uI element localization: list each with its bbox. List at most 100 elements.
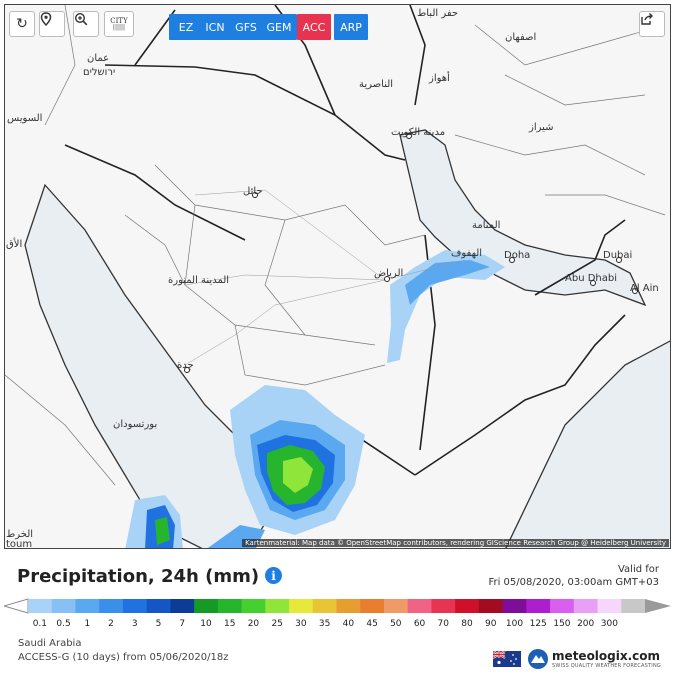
city-label: CITY <box>110 17 128 25</box>
scale-tick-label: 300 <box>600 619 618 629</box>
scale-tick-label: 125 <box>529 619 547 629</box>
place-label: الأق <box>6 239 23 250</box>
scale-swatch <box>621 599 646 613</box>
place-label: بورتسودان <box>113 419 158 430</box>
place-label: Abu Dhabi <box>565 273 617 284</box>
scale-right-arrow <box>645 599 671 613</box>
place-label: ירושלים <box>83 67 116 78</box>
place-label: السويس <box>7 113 43 124</box>
place-label: اصفهان <box>505 32 537 43</box>
meteologix-logo-icon <box>528 649 549 669</box>
run-info: Saudi Arabia ACCESS-G (10 days) from 05/… <box>18 637 228 665</box>
scale-swatch <box>99 599 124 613</box>
share-icon <box>641 13 653 25</box>
scale-swatch <box>431 599 456 613</box>
place-label: المدينة المنورة <box>168 275 230 286</box>
place-label: الناصرية <box>359 79 394 90</box>
map-attribution: Kartenmaterial: Map data © OpenStreetMap… <box>242 539 669 547</box>
scale-tick-label: 0.5 <box>56 619 71 629</box>
place-label: حفر الباط <box>417 8 459 19</box>
scale-tick-label: 25 <box>271 619 283 629</box>
scale-tick-label: 60 <box>413 619 426 629</box>
place-label: أهواز <box>429 73 450 84</box>
scale-tick-label: 5 <box>155 619 162 629</box>
place-label: عمان <box>87 53 110 64</box>
red-sea <box>24 183 276 548</box>
scale-swatch <box>407 599 432 613</box>
city-bars-icon: |||||| <box>112 24 126 31</box>
scale-swatch <box>312 599 337 613</box>
scale-tick-label: 1 <box>84 619 91 629</box>
scale-swatch <box>597 599 622 613</box>
scale-tick-label: 7 <box>179 619 186 629</box>
scale-swatch <box>265 599 290 613</box>
scale-swatch <box>51 599 76 613</box>
model-button-gfs[interactable]: GFS <box>229 14 263 40</box>
scale-tick-label: 200 <box>577 619 595 629</box>
region-name: Saudi Arabia <box>18 638 82 649</box>
scale-swatch <box>217 599 243 613</box>
model-button-acc[interactable]: ACC <box>297 14 331 40</box>
color-scale <box>4 598 671 614</box>
scale-tick-label: 80 <box>461 619 473 629</box>
scale-tick-label: 35 <box>318 619 331 629</box>
model-button-ez[interactable]: EZ <box>169 14 203 40</box>
scale-swatch <box>194 599 219 613</box>
map-canvas <box>5 5 670 548</box>
australia-flag-icon <box>493 651 522 667</box>
scale-swatch <box>573 599 599 613</box>
place-label: Doha <box>504 250 531 261</box>
scale-tick-label: 70 <box>437 619 450 629</box>
scale-swatch <box>170 599 195 613</box>
scale-tick-label: 2 <box>108 619 114 629</box>
place-label: الخرط <box>6 529 34 540</box>
scale-swatch <box>289 599 314 613</box>
legend-title: Precipitation, 24h (mm) <box>17 566 260 587</box>
zoom-button[interactable] <box>73 11 99 37</box>
scale-tick-label: 100 <box>505 619 524 629</box>
place-label: مدينة الكويت <box>391 127 446 138</box>
scale-tick-label: 50 <box>390 619 402 629</box>
model-button-icn[interactable]: ICN <box>199 14 231 40</box>
place-label: Al Ain <box>630 283 659 294</box>
place-label: الهفوف <box>451 248 483 259</box>
scale-tick-label: 20 <box>247 619 260 629</box>
valid-for: Valid for Fri 05/08/2020, 03:00am GMT+03 <box>488 563 659 589</box>
scale-tick-label: 3 <box>131 619 138 629</box>
scale-swatch <box>146 599 171 613</box>
scale-left-arrow <box>4 598 29 614</box>
place-label: toum <box>6 539 33 549</box>
scale-swatch <box>383 599 409 613</box>
brand[interactable]: meteologix.com SWISS QUALITY WEATHER FOR… <box>493 645 661 673</box>
scale-swatch <box>455 599 480 613</box>
scale-swatch <box>241 599 266 613</box>
scale-tick-label: 150 <box>553 619 571 629</box>
model-button-arp[interactable]: ARP <box>334 14 368 40</box>
scale-swatch <box>478 599 504 613</box>
scale-tick-label: 10 <box>200 619 212 629</box>
locate-button[interactable] <box>39 11 65 37</box>
brand-name: meteologix.com <box>552 648 661 663</box>
scale-tick-label: 90 <box>485 619 497 629</box>
model-button-gem[interactable]: GEM <box>261 14 297 40</box>
precip-overlay <box>125 250 505 548</box>
place-label: جدة <box>177 360 194 371</box>
refresh-button[interactable]: ↻ <box>9 11 35 37</box>
valid-for-label: Valid for <box>617 564 659 575</box>
valid-time: Fri 05/08/2020, 03:00am GMT+03 <box>488 577 659 588</box>
info-icon[interactable]: i <box>265 567 282 584</box>
scale-swatch <box>336 599 361 613</box>
scale-tick-label: 40 <box>342 619 355 629</box>
scale-swatch <box>360 599 385 613</box>
scale-tick-label: 45 <box>366 619 378 629</box>
place-label: الرياض <box>374 268 404 279</box>
scale-swatch <box>75 599 100 613</box>
forecast-map[interactable]: حفر الباط اصفهان عمان ירושלים الناصرية أ… <box>4 4 671 549</box>
place-label: المنامة <box>472 220 501 231</box>
place-label: Dubai <box>603 250 633 261</box>
location-pin-icon <box>40 12 52 26</box>
share-button[interactable] <box>639 11 665 37</box>
place-label: حائل <box>243 186 263 197</box>
city-toggle-button[interactable]: CITY |||||| <box>104 11 134 37</box>
scale-tick-label: 0.1 <box>32 619 48 629</box>
